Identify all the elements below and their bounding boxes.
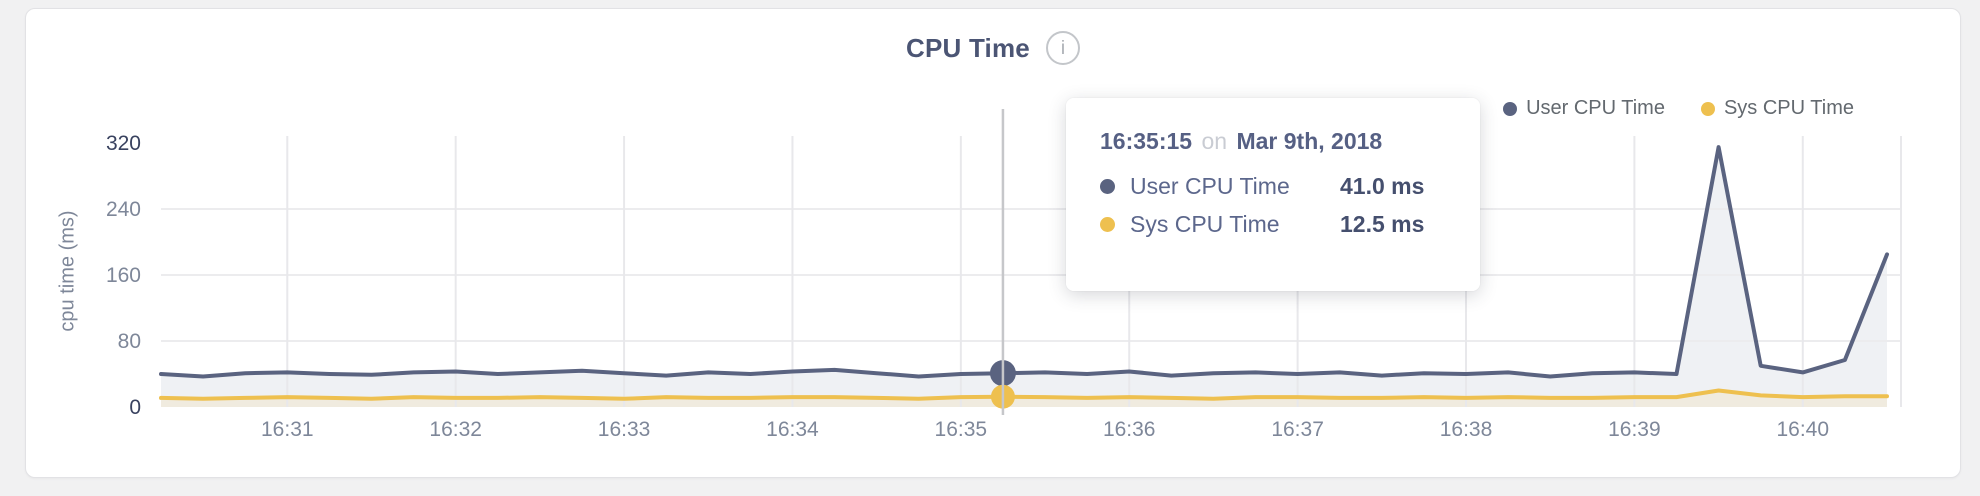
user-series-dot-icon [1503,101,1518,116]
user-cpu-time-line [159,145,1889,379]
x-tick-label: 16:37 [1271,418,1324,441]
tooltip-conjunction: on [1201,128,1228,154]
x-tick-label: 16:39 [1608,418,1661,441]
chart-canvas[interactable]: 0 80 160 240 320 16:31 16:32 16:33 16:34 16:35 16:… [26,9,1960,477]
card-header: CPU Time i [26,31,1960,65]
tooltip-row-label: User CPU Time [1130,173,1290,199]
y-tick-label: 240 [106,198,141,221]
user-series-dot-icon [1100,179,1115,194]
y-tick-label: 160 [106,264,141,287]
legend-item-user-cpu-time[interactable]: User CPU Time [1503,97,1665,120]
legend: User CPU Time Sys CPU Time [1503,97,1854,120]
chart-title: CPU Time [906,32,1030,63]
legend-label: User CPU Time [1526,97,1665,119]
x-tick-label: 16:32 [429,418,482,441]
x-tick-label: 16:38 [1440,418,1493,441]
tooltip: 16:35:15 on Mar 9th, 2018 User CPU Time … [1066,98,1480,291]
tooltip-row-value: 12.5 ms [1340,211,1425,237]
info-icon[interactable]: i [1045,31,1080,65]
sys-series-dot-icon [1100,217,1115,232]
tooltip-row-sys: Sys CPU Time 12.5 ms [1100,211,1450,238]
legend-item-sys-cpu-time[interactable]: Sys CPU Time [1700,97,1854,120]
legend-label: Sys CPU Time [1723,97,1854,119]
x-tick-label: 16:31 [261,418,314,441]
y-tick-label: 0 [129,396,141,419]
y-tick-label: 320 [106,132,141,155]
tooltip-row-label: Sys CPU Time [1130,211,1280,237]
tooltip-date: Mar 9th, 2018 [1236,128,1383,154]
x-tick-label: 16:33 [598,418,651,441]
x-tick-label: 16:35 [935,418,988,441]
sys-cpu-time-line [159,388,1889,401]
sys-series-dot-icon [1700,101,1715,116]
tooltip-time: 16:35:15 [1100,128,1193,154]
x-tick-label: 16:34 [766,418,819,441]
info-icon-glyph: i [1060,37,1066,59]
tooltip-row-user: User CPU Time 41.0 ms [1100,173,1450,200]
y-axis-title: cpu time (ms) [56,210,79,332]
y-tick-label: 80 [118,330,141,353]
x-tick-label: 16:36 [1103,418,1156,441]
tooltip-header: 16:35:15 on Mar 9th, 2018 [1100,128,1450,155]
user-cpu-time-area [161,147,1887,407]
tooltip-row-value: 41.0 ms [1340,173,1425,199]
x-tick-label: 16:40 [1776,418,1829,441]
chart-card: CPU Time i User CPU Time Sys CPU Time cp… [25,8,1961,478]
